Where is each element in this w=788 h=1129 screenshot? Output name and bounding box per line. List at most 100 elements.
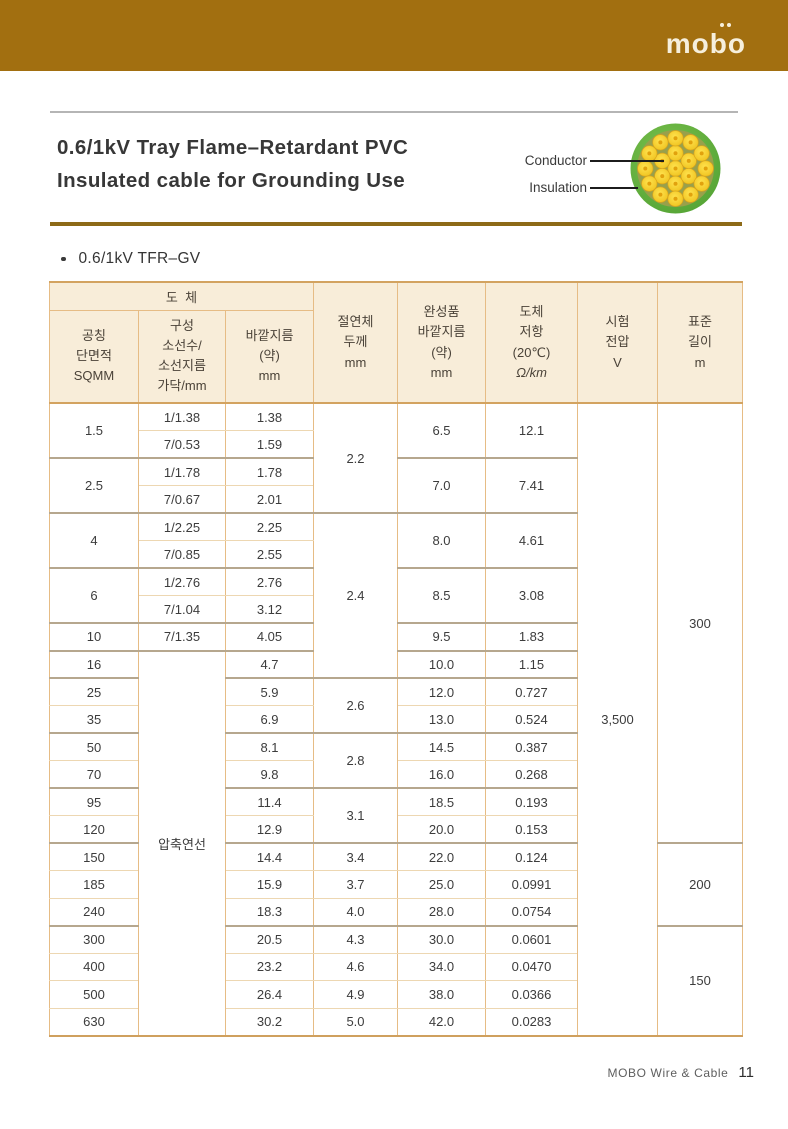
cell-ins: 5.0: [313, 1008, 398, 1036]
cell-size: 120: [49, 815, 139, 844]
cell-fod: 8.5: [397, 568, 486, 624]
cell-od: 20.5: [225, 925, 314, 954]
section-title: 0.6/1kV TFR–GV: [78, 250, 201, 267]
cell-ins: 2.8: [313, 733, 398, 789]
cell-size: 300: [49, 925, 139, 954]
cell-size: 4: [49, 513, 139, 569]
cell-res: 4.61: [485, 513, 578, 569]
cell-od: 26.4: [225, 980, 314, 1009]
header-finished-od: 완성품 바깥지름 (약) mm: [397, 282, 486, 404]
cell-ins: 2.2: [313, 403, 398, 514]
page-title-line2: Insulated cable for Grounding Use: [57, 168, 406, 192]
logo-dot-icon: [720, 23, 724, 27]
section-heading: 0.6/1kV TFR–GV: [61, 250, 200, 268]
cell-len: 300: [657, 403, 743, 844]
cell-comp: 7/0.85: [138, 540, 226, 569]
cell-res: 0.727: [485, 678, 578, 706]
cell-fod: 14.5: [397, 733, 486, 761]
header-insulation-thickness: 절연체 두께 mm: [313, 282, 398, 404]
page-footer: MOBO Wire & Cable 11: [608, 1064, 754, 1081]
cell-od: 2.76: [225, 568, 314, 596]
bullet-icon: [61, 256, 66, 262]
cell-res: 1.15: [485, 650, 578, 679]
table-row: 120 12.9 20.0 0.153: [49, 815, 743, 844]
cell-comp: 1/1.38: [138, 403, 226, 431]
table-row: 10 7/1.35 4.05 9.5 1.83: [49, 623, 743, 652]
header-conductor-group: 도 체: [49, 282, 314, 311]
cell-ins: 3.7: [313, 870, 398, 899]
cell-ins: 2.6: [313, 678, 398, 734]
header-test-voltage: 시험 전압 V: [577, 282, 658, 404]
cell-size: 35: [49, 705, 139, 734]
cell-res: 0.0754: [485, 898, 578, 927]
cell-size: 10: [49, 623, 139, 652]
cell-res: 1.83: [485, 623, 578, 652]
table-row: 35 6.9 13.0 0.524: [49, 705, 743, 734]
cell-comp: 1/2.25: [138, 513, 226, 541]
cell-res: 7.41: [485, 458, 578, 514]
cell-comp: 압축연선: [138, 650, 226, 1036]
cell-res: 12.1: [485, 403, 578, 459]
cell-ins: 4.9: [313, 980, 398, 1009]
header-nominal-area: 공칭 단면적 SQMM: [49, 310, 139, 404]
cell-len: 200: [657, 843, 743, 927]
cell-od: 1.78: [225, 458, 314, 486]
cell-comp: 1/2.76: [138, 568, 226, 596]
cell-comp: 7/1.04: [138, 595, 226, 624]
cell-size: 185: [49, 870, 139, 899]
header-conductor-resistance: 도체 저항 (20℃) Ω/km: [485, 282, 578, 404]
cell-fod: 8.0: [397, 513, 486, 569]
cell-fod: 25.0: [397, 870, 486, 899]
table-row: 7/0.67 2.01: [50, 485, 743, 514]
logo-dot-icon: [727, 23, 731, 27]
cell-size: 95: [49, 788, 139, 816]
table-row: 25 5.9 2.6 12.0 0.727: [49, 678, 743, 734]
cell-od: 30.2: [225, 1008, 314, 1036]
cell-od: 2.01: [225, 485, 314, 514]
cell-fod: 12.0: [397, 678, 486, 706]
cell-od: 6.9: [225, 705, 314, 734]
conductor-pointer-line: [590, 160, 664, 162]
conductor-label: Conductor: [524, 153, 587, 168]
cell-fod: 30.0: [397, 925, 486, 954]
cell-res: 0.193: [485, 788, 578, 816]
gray-divider: [50, 111, 738, 113]
insulation-label: Insulation: [529, 180, 587, 195]
cell-fod: 18.5: [397, 788, 486, 816]
table-row: 16 압축연선 4.7 10.0 1.15: [49, 650, 743, 1036]
cell-size: 2.5: [49, 458, 139, 514]
header-standard-length: 표준 길이 m: [657, 282, 743, 404]
header-composition: 구성 소선수/ 소선지름 가닥/mm: [138, 310, 226, 404]
cell-fod: 16.0: [397, 760, 486, 789]
cell-ins: 4.3: [313, 925, 398, 954]
cell-comp: 7/0.67: [138, 485, 226, 514]
cell-res: 0.0470: [485, 953, 578, 981]
table-row: 1.5 1/1.38 1.38 2.2 6.5 12.1 3,500 300: [49, 403, 743, 1036]
cell-res: 0.124: [485, 843, 578, 871]
cell-od: 1.59: [225, 430, 314, 459]
cell-fod: 34.0: [397, 953, 486, 981]
cell-ins: 3.4: [313, 843, 398, 871]
cell-od: 2.55: [225, 540, 314, 569]
table-row: 2.5 1/1.78 1.78 7.0 7.41: [49, 458, 743, 514]
cell-fod: 7.0: [397, 458, 486, 514]
cell-od: 8.1: [225, 733, 314, 761]
table-row: 300 20.5 4.3 30.0 0.0601 150: [49, 925, 743, 1036]
cell-res: 0.524: [485, 705, 578, 734]
cell-fod: 28.0: [397, 898, 486, 927]
insulation-pointer-line: [590, 187, 638, 189]
footer-brand: MOBO Wire & Cable: [607, 1066, 729, 1080]
table-row: 7/1.04 3.12: [50, 595, 743, 624]
gold-divider: [50, 222, 742, 226]
cell-od: 9.8: [225, 760, 314, 789]
cell-size: 16: [49, 650, 139, 679]
cell-od: 2.25: [225, 513, 314, 541]
table-row: 6 1/2.76 2.76 8.5 3.08: [49, 568, 743, 624]
cell-comp: 1/1.78: [138, 458, 226, 486]
cell-od: 4.05: [225, 623, 314, 652]
cell-fod: 38.0: [397, 980, 486, 1009]
cell-size: 500: [49, 980, 139, 1009]
cable-cross-section-image: [630, 123, 721, 214]
cell-size: 70: [49, 760, 139, 789]
